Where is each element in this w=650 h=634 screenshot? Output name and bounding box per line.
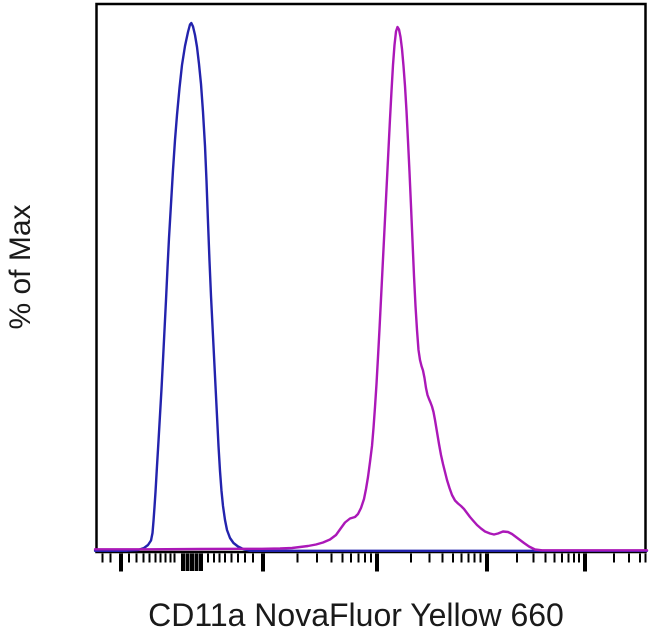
x-axis-label: CD11a NovaFluor Yellow 660: [148, 597, 564, 633]
y-axis-label: % of Max: [4, 204, 37, 330]
x-axis-ticks: [101, 553, 647, 572]
magenta-histogram-curve: [93, 25, 649, 552]
blue-histogram-curve: [93, 21, 649, 552]
